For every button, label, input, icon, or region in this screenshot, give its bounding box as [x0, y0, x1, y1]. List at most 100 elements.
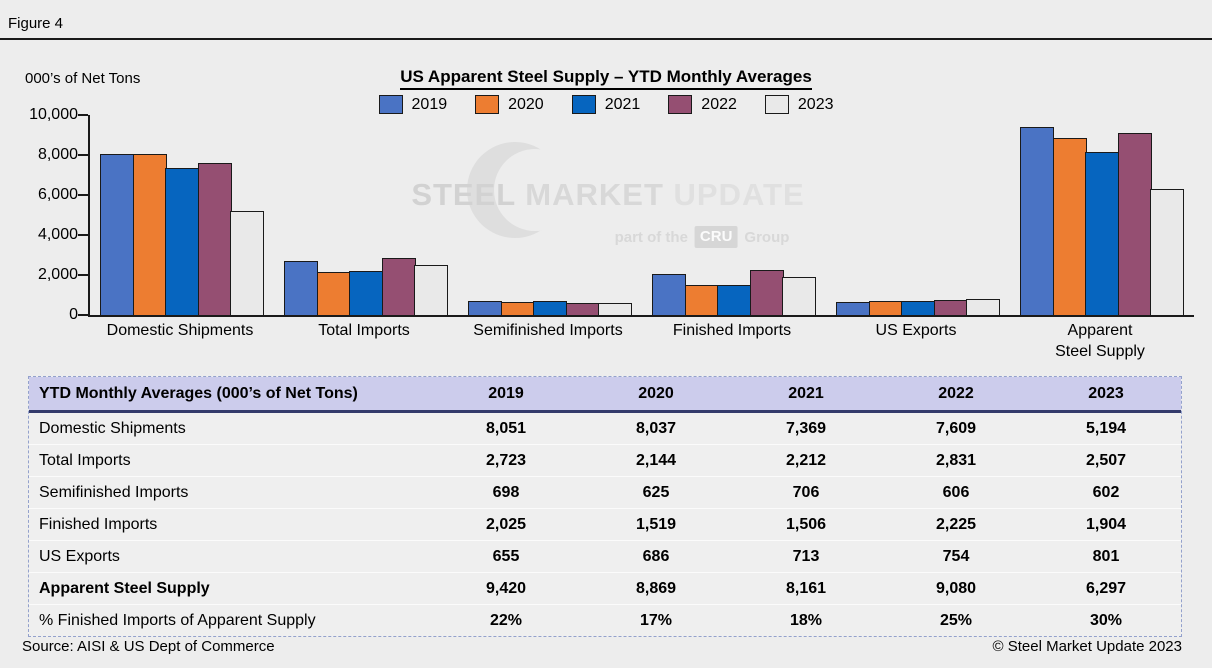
table-row: Total Imports 2,723 2,144 2,212 2,831 2,507	[29, 444, 1181, 476]
table-header-row: YTD Monthly Averages (000’s of Net Tons)…	[29, 377, 1181, 413]
footer: Source: AISI & US Dept of Commerce © Ste…	[22, 638, 1182, 655]
watermark-word: UPDATE	[673, 177, 805, 212]
cell-value: 754	[942, 547, 970, 565]
cell-value: 2,225	[935, 515, 977, 533]
cell-value: 6,297	[1085, 579, 1127, 597]
y-tick-label: 8,000	[37, 146, 78, 163]
legend-label: 2020	[508, 95, 544, 113]
cell-value: 22%	[489, 611, 523, 629]
plot-area: STEEL MARKET UPDATE part of the CRU Grou…	[88, 115, 1194, 317]
row-label: Apparent Steel Supply	[39, 579, 210, 597]
cell-value: 2,723	[485, 451, 527, 469]
x-axis-label: Total Imports	[318, 322, 410, 339]
table-row: Finished Imports 2,025 1,519 1,506 2,225 1,90…	[29, 508, 1181, 540]
bar-2022	[381, 258, 416, 315]
y-tick-mark	[78, 274, 88, 276]
cell-value: 5,194	[1085, 419, 1127, 437]
watermark-sub-prefix: part of the	[614, 228, 688, 246]
bar-2023	[782, 277, 816, 315]
y-tick-mark	[78, 234, 88, 236]
cell-value: 1,506	[785, 515, 827, 533]
cru-badge: CRU	[694, 226, 738, 248]
y-axis-tick-labels: 0 2,000 4,000 6,000 8,000 10,000	[0, 106, 78, 323]
bar-2022	[1117, 133, 1152, 315]
legend-item: 2023	[764, 95, 834, 114]
legend-swatch-2020	[475, 95, 500, 114]
table-row: Apparent Steel Supply 9,420 8,869 8,161 9,08…	[29, 572, 1181, 604]
bar-2021	[533, 301, 567, 315]
bar-2022	[565, 303, 600, 315]
bar-2020	[868, 301, 903, 315]
bar-2021	[165, 168, 199, 315]
legend-item: 2020	[475, 95, 544, 114]
table-body: Domestic Shipments 8,051 8,037 7,369 7,609 5,…	[29, 413, 1181, 636]
cell-value: 706	[792, 483, 820, 501]
bar-2019	[284, 261, 318, 315]
watermark-subline: part of the CRU Group	[614, 226, 790, 248]
cell-value: 2,507	[1085, 451, 1127, 469]
cell-value: 602	[1092, 483, 1120, 501]
bar-2019	[100, 154, 134, 315]
watermark-sub-suffix: Group	[744, 228, 790, 246]
bar-2019	[468, 301, 502, 315]
cell-value: 2,831	[935, 451, 977, 469]
cell-value: 698	[492, 483, 520, 501]
row-label: Total Imports	[39, 451, 131, 469]
cell-value: 8,051	[485, 419, 527, 437]
table-year-header: 2023	[1088, 384, 1124, 402]
cell-value: 8,869	[635, 579, 677, 597]
bar-2020	[132, 154, 167, 315]
bar-group	[1010, 115, 1194, 315]
chart-legend: 2019 2020 2021 2022 2023	[0, 95, 1212, 114]
x-axis-label: Finished Imports	[672, 322, 792, 339]
row-label: Finished Imports	[39, 515, 158, 533]
cell-value: 801	[1092, 547, 1120, 565]
bar-2021	[1085, 152, 1119, 315]
cell-value: 1,904	[1085, 515, 1127, 533]
cell-value: 30%	[1089, 611, 1123, 629]
legend-item: 2022	[668, 95, 737, 114]
bar-2019	[1020, 127, 1054, 315]
cell-value: 18%	[789, 611, 823, 629]
legend-label: 2019	[411, 95, 448, 113]
source-text: Source: AISI & US Dept of Commerce	[22, 638, 275, 655]
table-year-header: 2020	[638, 384, 674, 402]
legend-label: 2021	[604, 95, 641, 113]
table-row: % Finished Imports of Apparent Supply 22%…	[29, 604, 1181, 636]
table-year-header: 2021	[788, 384, 824, 402]
bar-2023	[414, 265, 448, 315]
cell-value: 2,212	[785, 451, 827, 469]
x-axis-label: Apparent Steel Supply	[1055, 322, 1145, 360]
cell-value: 2,025	[485, 515, 527, 533]
bar-group	[274, 115, 458, 315]
copyright-text: © Steel Market Update 2023	[992, 638, 1183, 655]
bar-2020	[684, 285, 719, 315]
bar-2021	[717, 285, 751, 315]
y-tick-label: 2,000	[37, 266, 78, 283]
bar-group	[826, 115, 1010, 315]
table-year-header: 2022	[938, 384, 974, 402]
cell-value: 655	[492, 547, 520, 565]
legend-label: 2023	[797, 95, 834, 113]
bar-2019	[836, 302, 870, 315]
legend-swatch-2022	[668, 95, 693, 114]
cell-value: 1,519	[635, 515, 677, 533]
watermark-word: MARKET	[525, 177, 664, 212]
bar-group	[642, 115, 826, 315]
table-header-label: YTD Monthly Averages (000’s of Net Tons)	[39, 384, 358, 402]
y-tick-label: 0	[69, 306, 78, 323]
legend-swatch-2019	[378, 95, 403, 114]
bar-2023	[1150, 189, 1184, 315]
y-tick-label: 6,000	[37, 186, 78, 203]
y-tick-mark	[78, 154, 88, 156]
figure-label: Figure 4	[8, 15, 64, 32]
bar-group	[90, 115, 274, 315]
bar-2022	[749, 270, 784, 315]
table-row: Domestic Shipments 8,051 8,037 7,369 7,609 5,…	[29, 413, 1181, 444]
bar-2022	[933, 300, 968, 315]
row-label: US Exports	[39, 547, 120, 565]
table-row: Semifinished Imports 698 625 706 606 602	[29, 476, 1181, 508]
bar-2019	[652, 274, 686, 315]
row-label: Domestic Shipments	[39, 419, 186, 437]
